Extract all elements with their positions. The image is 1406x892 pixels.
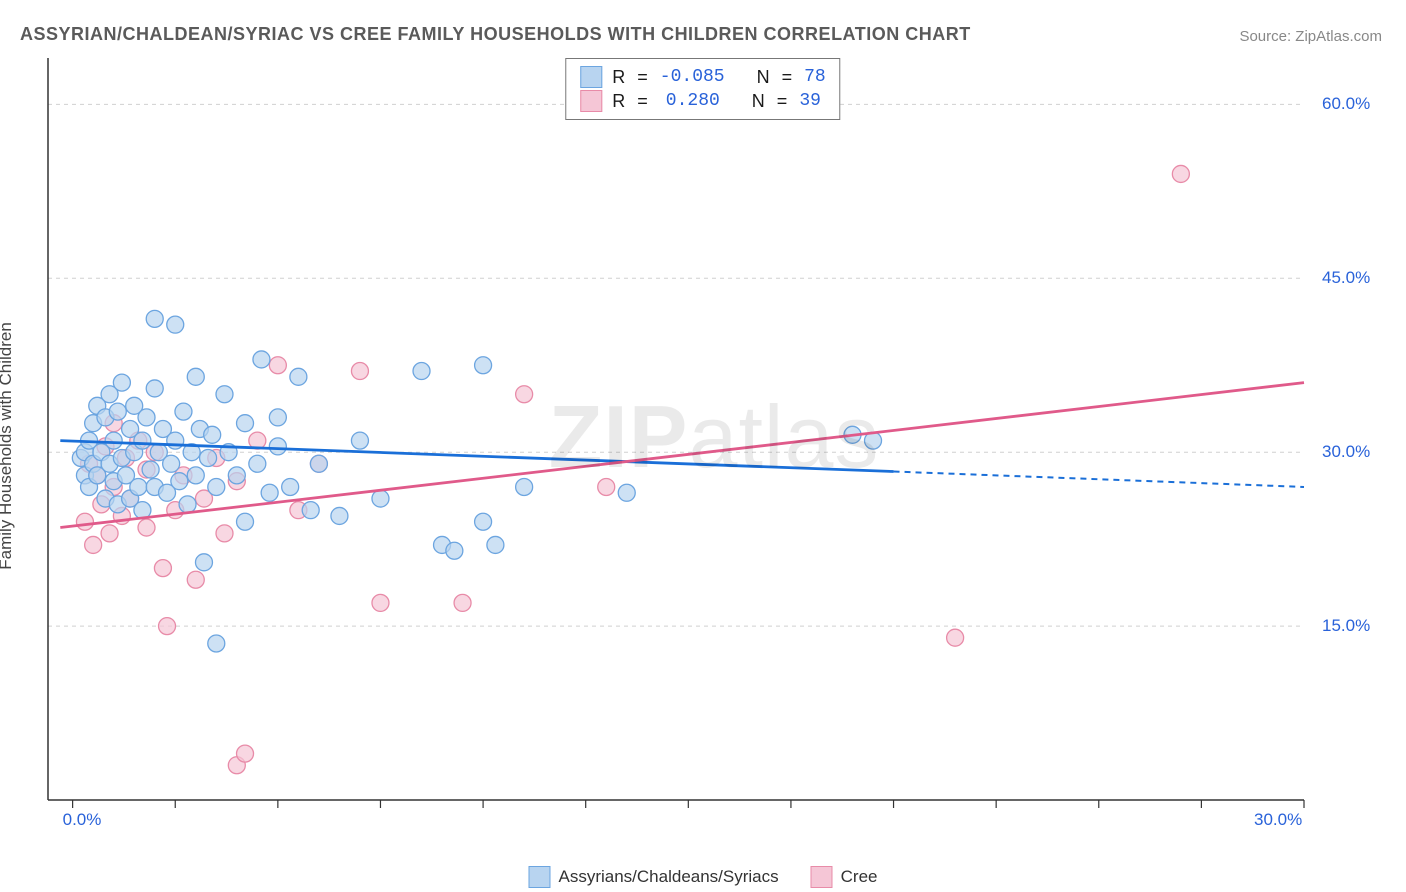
- y-tick-label: 15.0%: [1322, 616, 1370, 636]
- y-axis-label: Family Households with Children: [0, 198, 16, 446]
- legend-swatch-a2: [528, 866, 550, 888]
- y-tick-label: 60.0%: [1322, 94, 1370, 114]
- chart-source: Source: ZipAtlas.com: [1239, 28, 1382, 45]
- legend-row-a: R=-0.085 N=78: [580, 65, 825, 89]
- y-tick-label: 45.0%: [1322, 268, 1370, 288]
- legend-label-b: Cree: [841, 867, 878, 887]
- x-tick-label: 30.0%: [1254, 810, 1302, 830]
- plot-area: ZIPatlas: [44, 58, 1384, 826]
- scatter-chart: [44, 58, 1384, 826]
- y-tick-label: 30.0%: [1322, 442, 1370, 462]
- x-tick-label: 0.0%: [63, 810, 102, 830]
- chart-container: ASSYRIAN/CHALDEAN/SYRIAC VS CREE FAMILY …: [0, 0, 1406, 892]
- legend-label-a: Assyrians/Chaldeans/Syriacs: [558, 867, 778, 887]
- legend-item-a: Assyrians/Chaldeans/Syriacs: [528, 866, 778, 888]
- legend-swatch-b2: [811, 866, 833, 888]
- legend-swatch-a: [580, 66, 602, 88]
- chart-title: ASSYRIAN/CHALDEAN/SYRIAC VS CREE FAMILY …: [20, 24, 971, 45]
- legend-swatch-b: [580, 90, 602, 112]
- legend-item-b: Cree: [811, 866, 878, 888]
- correlation-legend: R=-0.085 N=78 R=0.280 N=39: [565, 58, 840, 120]
- legend-row-b: R=0.280 N=39: [580, 89, 825, 113]
- series-legend: Assyrians/Chaldeans/Syriacs Cree: [528, 866, 877, 888]
